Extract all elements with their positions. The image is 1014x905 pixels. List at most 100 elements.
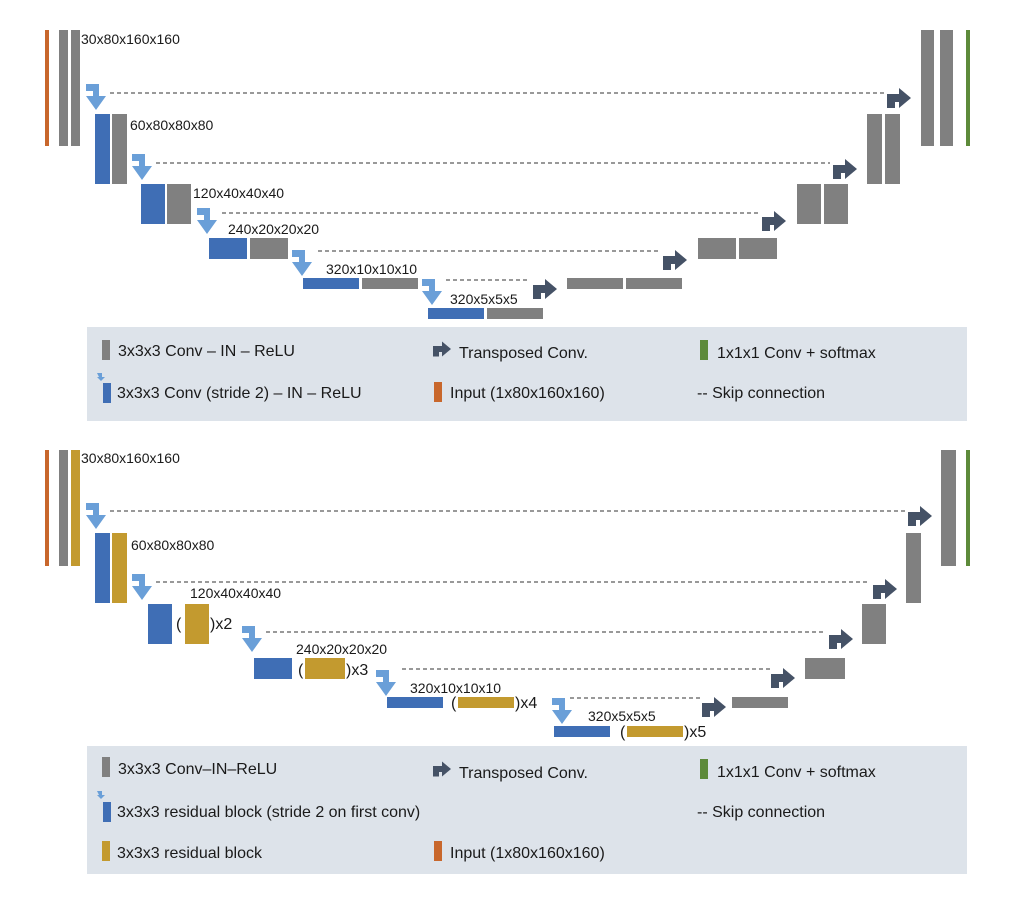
top-up-arrow-1	[887, 88, 911, 108]
top-legend-softmax-text: 1x1x1 Conv + softmax	[717, 345, 876, 362]
bottom-down-arrow-5	[552, 698, 572, 724]
bottom-input-bar	[45, 450, 49, 566]
bottom-l5-down	[387, 697, 443, 708]
top-up-arrow-5	[533, 279, 557, 299]
bottom-l4-paren: (	[298, 662, 304, 679]
bottom-l5-mult: )x4	[515, 695, 537, 712]
bottom-legend-transposed-text: Transposed Conv.	[459, 765, 588, 782]
top-legend-bg	[87, 327, 967, 421]
top-down-arrow-2	[132, 154, 152, 180]
bottom-l5-paren: (	[451, 695, 457, 712]
bottom-label-l2: 60x80x80x80	[131, 537, 215, 553]
top-legend-input-swatch	[434, 382, 442, 402]
top-l5-down	[303, 278, 359, 289]
bottom-legend-bg	[87, 746, 967, 874]
bottom-down-arrow-2	[132, 574, 152, 600]
top-output-bar	[966, 30, 970, 146]
bottom-l6-res	[627, 726, 683, 737]
top-legend-down-text: 3x3x3 Conv (stride 2) – IN – ReLU	[117, 385, 362, 402]
top-legend-skip-text: -- Skip connection	[697, 385, 825, 402]
top-l4-down	[209, 238, 247, 259]
bottom-l3-res	[185, 604, 209, 644]
top-d3-conv-a	[797, 184, 821, 224]
bottom-legend-down-text: 3x3x3 residual block (stride 2 on first …	[117, 804, 420, 821]
bottom-legend-res-text: 3x3x3 residual block	[117, 845, 263, 862]
bottom-l3-mult: )x2	[210, 616, 232, 633]
bottom-legend-conv-text: 3x3x3 Conv–IN–ReLU	[118, 761, 277, 778]
top-label-l3: 120x40x40x40	[193, 185, 284, 201]
bottom-label-l1: 30x80x160x160	[81, 450, 180, 466]
bottom-d5-conv	[732, 697, 788, 708]
top-legend-conv-swatch	[102, 340, 110, 360]
top-label-l4: 240x20x20x20	[228, 221, 319, 237]
top-legend-conv-text: 3x3x3 Conv – IN – ReLU	[118, 343, 295, 360]
top-l5-conv	[362, 278, 418, 289]
bottom-label-l3: 120x40x40x40	[190, 585, 281, 601]
top-up-arrow-4	[663, 250, 687, 270]
bottom-l6-mult: )x5	[684, 724, 706, 741]
top-l3-down	[141, 184, 165, 224]
top-d2-conv-b	[885, 114, 900, 184]
top-label-l2: 60x80x80x80	[130, 117, 214, 133]
bottom-legend-softmax-swatch	[700, 759, 708, 779]
top-legend-softmax-swatch	[700, 340, 708, 360]
bottom-legend-skip-text: -- Skip connection	[697, 804, 825, 821]
top-l6-down	[428, 308, 484, 319]
top-label-l6: 320x5x5x5	[450, 291, 518, 307]
bottom-l5-res	[458, 697, 514, 708]
top-label-l1: 30x80x160x160	[81, 31, 180, 47]
bottom-l4-down	[254, 658, 292, 679]
top-down-arrow-5	[422, 279, 442, 305]
top-down-arrow-3	[197, 208, 217, 234]
bottom-l1-res	[71, 450, 80, 566]
bottom-l1-conv	[59, 450, 68, 566]
top-up-arrow-2	[833, 159, 857, 179]
bottom-up-arrow-1	[908, 506, 932, 526]
bottom-l3-paren: (	[176, 616, 182, 633]
top-up-arrow-3	[762, 211, 786, 231]
top-input-bar	[45, 30, 49, 146]
top-legend-transposed-text: Transposed Conv.	[459, 345, 588, 362]
bottom-output-bar	[966, 450, 970, 566]
top-l4-conv	[250, 238, 288, 259]
top-l2-down	[95, 114, 110, 184]
bottom-up-arrow-5	[702, 697, 726, 717]
top-d3-conv-b	[824, 184, 848, 224]
top-down-arrow-1	[86, 84, 106, 110]
top-d4-conv-a	[698, 238, 736, 259]
bottom-label-l4: 240x20x20x20	[296, 641, 387, 657]
bottom-label-l5: 320x10x10x10	[410, 680, 501, 696]
bottom-l4-res	[305, 658, 345, 679]
bottom-d4-conv	[805, 658, 845, 679]
bottom-down-arrow-1	[86, 503, 106, 529]
top-legend-down-swatch	[97, 373, 111, 403]
bottom-d2-conv	[906, 533, 921, 603]
bottom-label-l6: 320x5x5x5	[588, 708, 656, 724]
bottom-legend-softmax-text: 1x1x1 Conv + softmax	[717, 764, 876, 781]
top-label-l5: 320x10x10x10	[326, 261, 417, 277]
bottom-l2-down	[95, 533, 110, 603]
bottom-up-arrow-3	[829, 629, 853, 649]
bottom-legend-conv-swatch	[102, 757, 110, 777]
bottom-up-arrow-4	[771, 668, 795, 688]
top-l3-conv	[167, 184, 191, 224]
top-legend-input-text: Input (1x80x160x160)	[450, 385, 605, 402]
top-down-arrow-4	[292, 250, 312, 276]
bottom-legend-down-swatch	[97, 791, 111, 822]
bottom-legend-input-swatch	[434, 841, 442, 861]
top-l1-conv-b	[71, 30, 80, 146]
top-l2-conv	[112, 114, 127, 184]
top-l6-conv	[487, 308, 543, 319]
top-legend: 3x3x3 Conv – IN – ReLU 3x3x3 Conv (strid…	[87, 327, 967, 421]
bottom-l6-down	[554, 726, 610, 737]
bottom-legend-res-swatch	[102, 841, 110, 861]
bottom-up-arrow-2	[873, 579, 897, 599]
top-d1-conv-a	[921, 30, 934, 146]
bottom-down-arrow-4	[376, 670, 396, 696]
bottom-d3-conv	[862, 604, 886, 644]
top-d5-conv-b	[626, 278, 682, 289]
top-d4-conv-b	[739, 238, 777, 259]
bottom-l4-mult: )x3	[346, 662, 368, 679]
bottom-legend: 3x3x3 Conv–IN–ReLU 3x3x3 residual block …	[87, 746, 967, 874]
